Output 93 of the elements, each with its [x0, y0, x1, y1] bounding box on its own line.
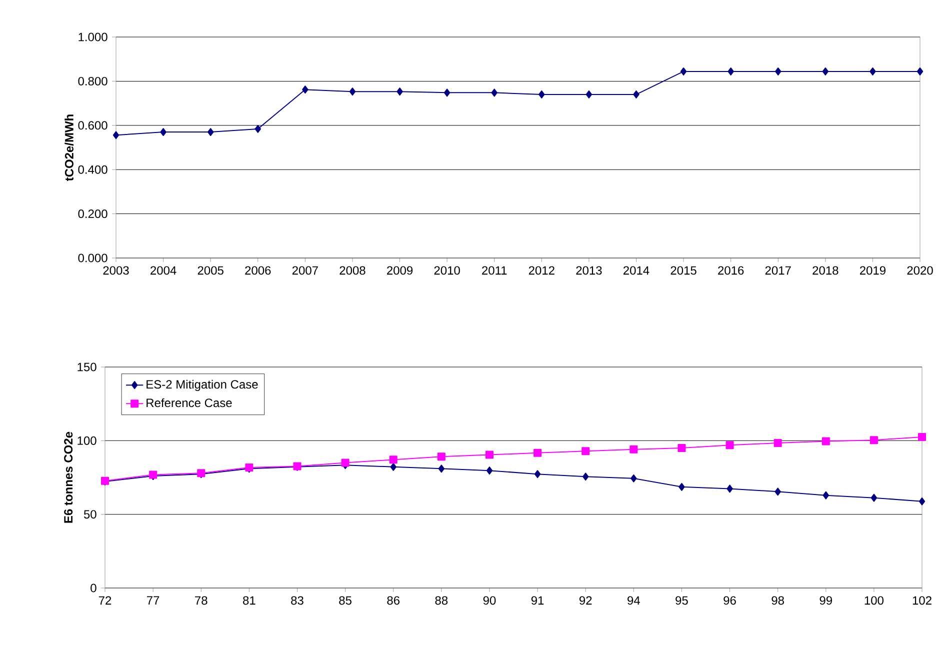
- point: [728, 67, 734, 76]
- x-tick-label: 2015: [670, 266, 696, 275]
- point: [390, 462, 396, 471]
- y-tick-label: 0.600: [78, 121, 108, 130]
- y-tick-label: 100: [78, 436, 96, 445]
- y-axis-title: E6 tonnes CO2e: [64, 432, 73, 523]
- point: [486, 466, 493, 475]
- point: [870, 436, 878, 444]
- point: [112, 131, 120, 140]
- x-tick-label: 100: [864, 596, 884, 605]
- point: [630, 445, 638, 454]
- point: [534, 470, 541, 478]
- x-tick-label: 77: [147, 596, 160, 604]
- point: [534, 448, 542, 457]
- x-tick-label: 95: [676, 596, 688, 605]
- x-tick-label: 2007: [292, 266, 318, 275]
- point: [726, 441, 734, 450]
- point: [389, 456, 398, 464]
- x-tick-label: 2017: [765, 266, 791, 275]
- point: [726, 484, 733, 493]
- legend-label: Reference Case: [146, 398, 232, 408]
- y-tick-label: 0.400: [78, 165, 108, 174]
- point: [678, 444, 686, 452]
- point: [633, 90, 640, 98]
- x-tick-label: 91: [531, 596, 544, 605]
- point: [538, 90, 545, 98]
- y-axis-title: tCO2e/MWh: [64, 114, 74, 182]
- point: [630, 474, 637, 482]
- x-tick-label: 92: [579, 596, 592, 605]
- point: [916, 67, 924, 76]
- point: [491, 88, 498, 97]
- x-tick-label: 2004: [150, 266, 176, 275]
- y-tick-label: 0.000: [78, 254, 108, 262]
- x-tick-label: 81: [243, 596, 256, 605]
- legend-label: ES-2 Mitigation Case: [146, 380, 258, 392]
- point: [437, 452, 446, 461]
- x-tick-label: 2020: [907, 266, 933, 275]
- point: [302, 86, 308, 94]
- point: [586, 90, 592, 98]
- point: [822, 437, 830, 446]
- point: [822, 67, 829, 76]
- y-tick-label: 0.800: [78, 76, 108, 86]
- x-tick-label: 102: [912, 596, 932, 605]
- point: [870, 67, 876, 76]
- x-tick-label: 2005: [198, 266, 224, 275]
- x-tick-label: 96: [724, 596, 736, 605]
- point: [678, 482, 685, 491]
- x-tick-label: 85: [339, 596, 352, 605]
- point: [775, 67, 782, 76]
- point: [774, 488, 781, 496]
- point: [341, 458, 350, 467]
- x-tick-label: 2013: [576, 266, 602, 275]
- x-tick-label: 99: [820, 596, 832, 605]
- point: [918, 497, 926, 506]
- x-tick-label: 2006: [245, 266, 271, 275]
- x-tick-label: 94: [628, 596, 640, 605]
- x-tick-label: 78: [195, 596, 208, 605]
- y-tick-label: 1.000: [78, 32, 108, 42]
- x-tick-label: 86: [387, 596, 400, 605]
- x-tick-label: 88: [435, 596, 448, 605]
- y-tick-label: 0: [90, 584, 96, 592]
- point: [254, 124, 262, 133]
- y-tick-label: 0.200: [78, 210, 108, 218]
- x-tick-label: 2019: [860, 266, 886, 275]
- point: [582, 447, 590, 456]
- point: [349, 88, 356, 96]
- point: [444, 88, 450, 97]
- point: [207, 128, 214, 136]
- point: [396, 88, 403, 96]
- point: [160, 128, 166, 136]
- point: [918, 432, 926, 441]
- x-tick-label: 2009: [387, 266, 413, 275]
- point: [582, 472, 589, 481]
- x-tick-label: 2016: [718, 266, 744, 275]
- x-tick-label: 98: [772, 596, 784, 605]
- x-tick-label: 90: [483, 596, 496, 605]
- point: [822, 491, 830, 500]
- point: [438, 464, 445, 473]
- point: [870, 494, 878, 502]
- x-tick-label: 2011: [482, 266, 507, 275]
- y-tick-label: 150: [78, 362, 96, 372]
- x-tick-label: 2008: [340, 266, 366, 275]
- x-tick-label: 2018: [812, 266, 838, 275]
- point: [774, 439, 782, 448]
- x-tick-label: 2003: [103, 266, 129, 275]
- x-tick-label: 83: [291, 596, 304, 605]
- x-tick-label: 2014: [623, 266, 650, 275]
- x-tick-label: 72: [98, 596, 112, 605]
- y-tick-label: 50: [84, 510, 96, 519]
- x-tick-label: 2012: [528, 266, 554, 275]
- point: [485, 450, 494, 459]
- point: [680, 67, 687, 76]
- x-tick-label: 2010: [434, 266, 460, 275]
